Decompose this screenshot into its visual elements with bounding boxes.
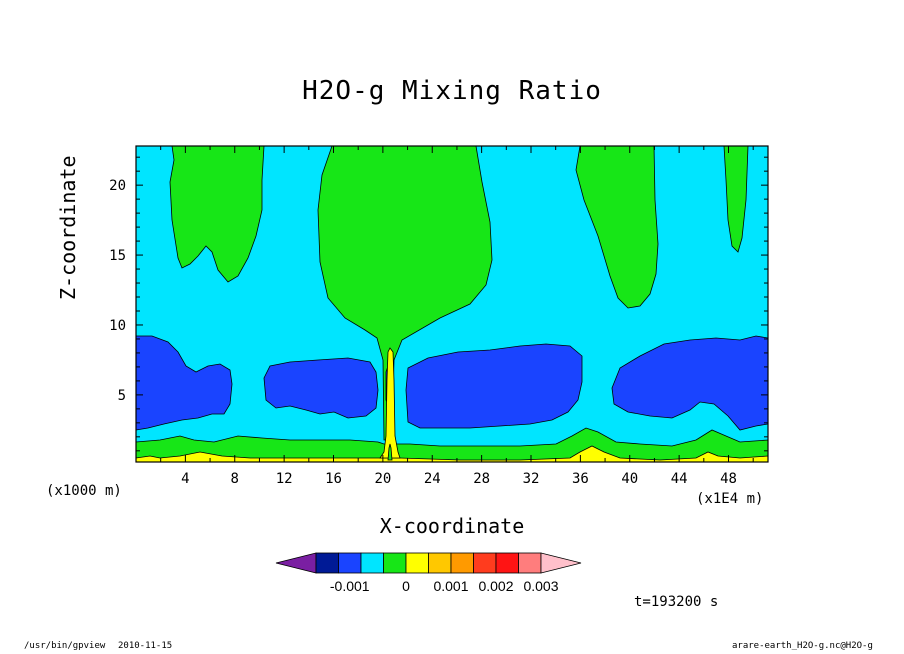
colorbar-arrow-high xyxy=(540,552,582,574)
y-tick-label: 10 xyxy=(109,318,126,334)
y-tick-label: 20 xyxy=(109,178,126,194)
colorbar-cell xyxy=(338,552,362,574)
x-tick-label: 24 xyxy=(424,471,441,487)
x-tick-label: 44 xyxy=(671,471,688,487)
x-tick-label: 12 xyxy=(276,471,293,487)
x-tick-label: 8 xyxy=(231,471,239,487)
region-green-plume-right xyxy=(575,146,659,309)
x-tick-label: 20 xyxy=(374,471,391,487)
time-label: t=193200 s xyxy=(634,594,719,610)
footer-program: /usr/bin/gpview xyxy=(24,641,106,651)
x-axis-ticks xyxy=(160,146,754,462)
chart-title: H2O-g Mixing Ratio xyxy=(302,76,602,106)
y-tick-labels: 5 10 15 20 xyxy=(109,178,126,404)
colorbar xyxy=(275,552,582,574)
colorbar-tick-label: -0.001 xyxy=(330,578,370,594)
colorbar-cell xyxy=(383,552,407,574)
colorbar-cell xyxy=(495,552,519,574)
colorbar-cell xyxy=(450,552,474,574)
y-tick-label: 5 xyxy=(118,388,126,404)
region-yellow-bottom xyxy=(136,445,768,462)
colorbar-cell xyxy=(360,552,384,574)
y-axis-label: Z-coordinate xyxy=(56,155,80,301)
colorbar-tick-label: 0.003 xyxy=(523,578,558,594)
colorbar-tick-label: 0 xyxy=(402,578,410,594)
footer-source: arare-earth_H2O-g.nc@H2O-g xyxy=(732,641,873,651)
y-axis-ticks xyxy=(136,156,768,452)
colorbar-tick-label: 0.001 xyxy=(433,578,468,594)
x-tick-label: 32 xyxy=(523,471,540,487)
colorbar-labels: -0.001 0 0.001 0.002 0.003 xyxy=(330,578,559,594)
colorbar-cell xyxy=(428,552,452,574)
region-green-plume-left xyxy=(169,146,265,283)
x-tick-label: 4 xyxy=(181,471,189,487)
x-tick-labels: 4 8 12 16 20 24 28 32 36 40 44 48 xyxy=(181,471,737,487)
x-axis-unit: (x1000 m) xyxy=(46,483,122,499)
x-tick-label: 28 xyxy=(473,471,490,487)
region-blue-blob-1 xyxy=(136,335,233,431)
region-green-plume-far-right xyxy=(723,146,749,253)
region-blue-blob-3 xyxy=(405,343,583,429)
region-blue-blob-2 xyxy=(263,357,379,419)
colorbar-cell xyxy=(518,552,542,574)
colorbar-cell xyxy=(315,552,339,574)
colorbar-tick-label: 0.002 xyxy=(478,578,513,594)
x-tick-label: 40 xyxy=(621,471,638,487)
region-green-center-column xyxy=(387,443,393,461)
footer-date: 2010-11-15 xyxy=(118,641,173,651)
colorbar-cell xyxy=(405,552,429,574)
region-yellow-center-column xyxy=(379,347,401,459)
x-tick-label: 48 xyxy=(720,471,737,487)
region-green-bottom-band xyxy=(136,427,768,462)
region-blue-blob-4 xyxy=(611,335,768,431)
y-tick-label: 15 xyxy=(109,248,126,264)
x-tick-label: 16 xyxy=(325,471,342,487)
x-axis-label: X-coordinate xyxy=(379,514,525,538)
x-tick-label: 36 xyxy=(572,471,589,487)
colorbar-arrow-low xyxy=(275,552,317,574)
plot-frame xyxy=(135,145,769,463)
x-axis-scale: (x1E4 m) xyxy=(696,491,764,507)
colorbar-cell xyxy=(473,552,497,574)
